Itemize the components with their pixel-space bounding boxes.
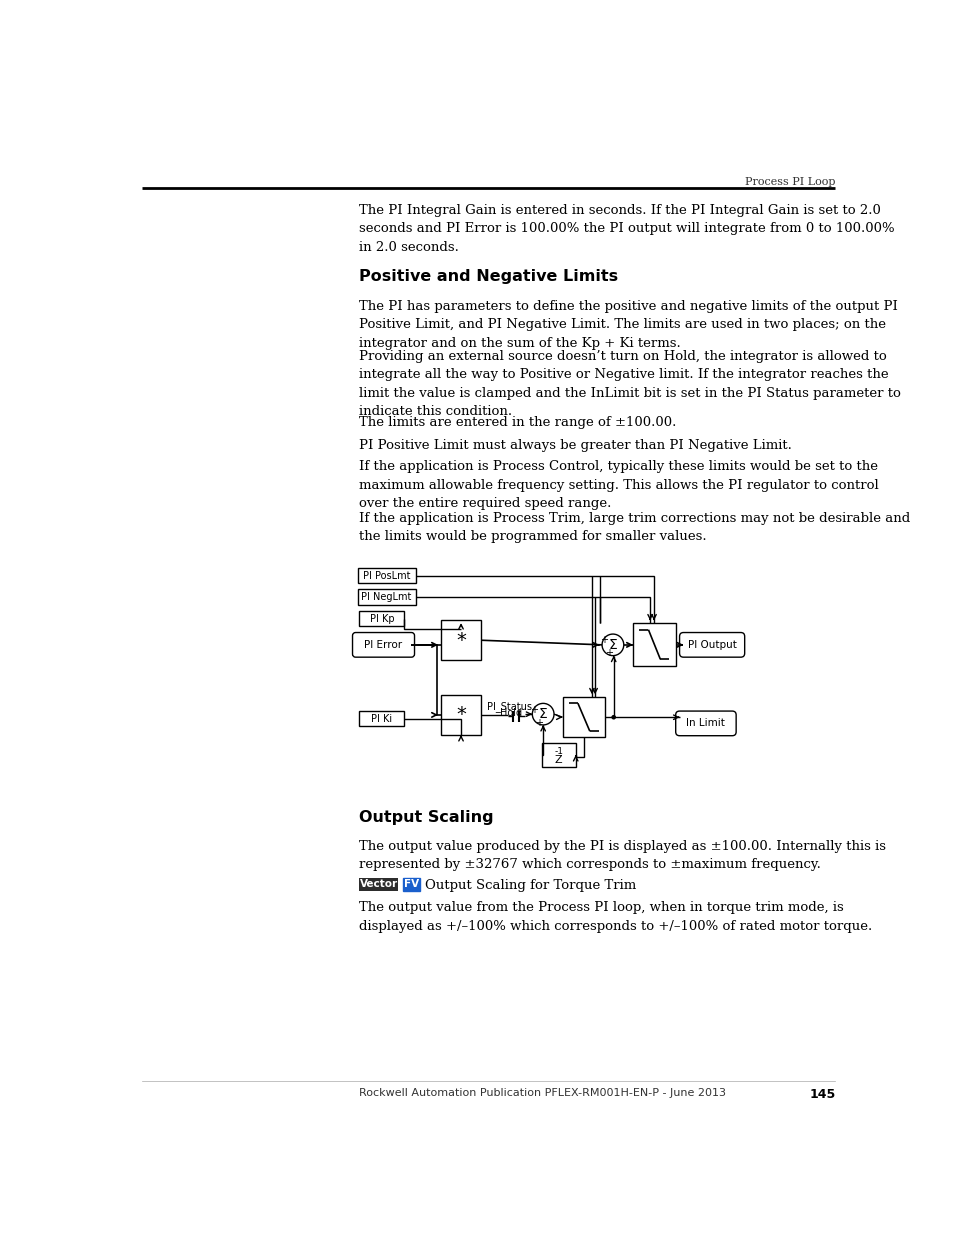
Text: PI Positive Limit must always be greater than PI Negative Limit.: PI Positive Limit must always be greater…: [359, 440, 792, 452]
Bar: [633, 624, 675, 666]
Text: If the application is Process Control, typically these limits would be set to th: If the application is Process Control, t…: [359, 461, 879, 510]
Text: PI_Status: PI_Status: [487, 701, 532, 711]
Text: +: +: [535, 718, 542, 727]
Text: The PI has parameters to define the positive and negative limits of the output P: The PI has parameters to define the posi…: [359, 300, 898, 350]
Text: Σ: Σ: [538, 708, 547, 721]
Bar: [359, 878, 397, 892]
Text: Σ: Σ: [608, 637, 617, 652]
Text: In Limit: In Limit: [686, 719, 724, 729]
Bar: [562, 698, 604, 737]
Text: PI Output: PI Output: [687, 640, 736, 650]
Text: The PI Integral Gain is entered in seconds. If the PI Integral Gain is set to 2.: The PI Integral Gain is entered in secon…: [359, 204, 894, 253]
Bar: [359, 711, 404, 726]
Text: *: *: [456, 631, 465, 650]
Bar: [541, 743, 575, 767]
Text: *: *: [456, 705, 465, 725]
FancyBboxPatch shape: [353, 632, 415, 657]
Text: -1: -1: [554, 747, 562, 756]
Text: PI NegLmt: PI NegLmt: [361, 592, 412, 603]
Text: Rockwell Automation Publication PFLEX-RM001H-EN-P - June 2013: Rockwell Automation Publication PFLEX-RM…: [359, 1088, 726, 1098]
Text: Process PI Loop: Process PI Loop: [744, 178, 835, 188]
FancyBboxPatch shape: [679, 632, 744, 657]
Text: PI PosLmt: PI PosLmt: [362, 571, 410, 580]
Text: +: +: [599, 635, 607, 645]
Text: The limits are entered in the range of ±100.00.: The limits are entered in the range of ±…: [359, 416, 677, 429]
Text: FV: FV: [403, 879, 418, 889]
Bar: [440, 620, 480, 661]
Text: PI Kp: PI Kp: [369, 614, 394, 624]
Text: Z: Z: [555, 755, 562, 764]
Text: PI Error: PI Error: [364, 640, 402, 650]
Bar: [440, 695, 480, 735]
Bar: [357, 589, 416, 605]
Text: The output value produced by the PI is displayed as ±100.00. Internally this is
: The output value produced by the PI is d…: [359, 840, 885, 871]
Text: Providing an external source doesn’t turn on Hold, the integrator is allowed to
: Providing an external source doesn’t tur…: [359, 350, 901, 419]
Text: .Hold: .Hold: [497, 708, 522, 718]
Text: 145: 145: [808, 1088, 835, 1102]
Text: +: +: [604, 648, 613, 658]
Circle shape: [611, 715, 616, 720]
Text: If the application is Process Trim, large trim corrections may not be desirable : If the application is Process Trim, larg…: [359, 511, 910, 543]
Bar: [402, 878, 419, 892]
Text: Output Scaling for Torque Trim: Output Scaling for Torque Trim: [424, 878, 636, 892]
Text: The output value from the Process PI loop, when in torque trim mode, is
displaye: The output value from the Process PI loo…: [359, 902, 872, 932]
Text: Vector: Vector: [359, 879, 397, 889]
Text: PI Ki: PI Ki: [371, 714, 392, 724]
Circle shape: [601, 634, 623, 656]
Bar: [359, 611, 404, 626]
Bar: [357, 568, 416, 583]
Text: Output Scaling: Output Scaling: [359, 810, 494, 825]
FancyBboxPatch shape: [675, 711, 736, 736]
Circle shape: [532, 704, 554, 725]
Text: Positive and Negative Limits: Positive and Negative Limits: [359, 269, 618, 284]
Text: +: +: [529, 704, 537, 715]
